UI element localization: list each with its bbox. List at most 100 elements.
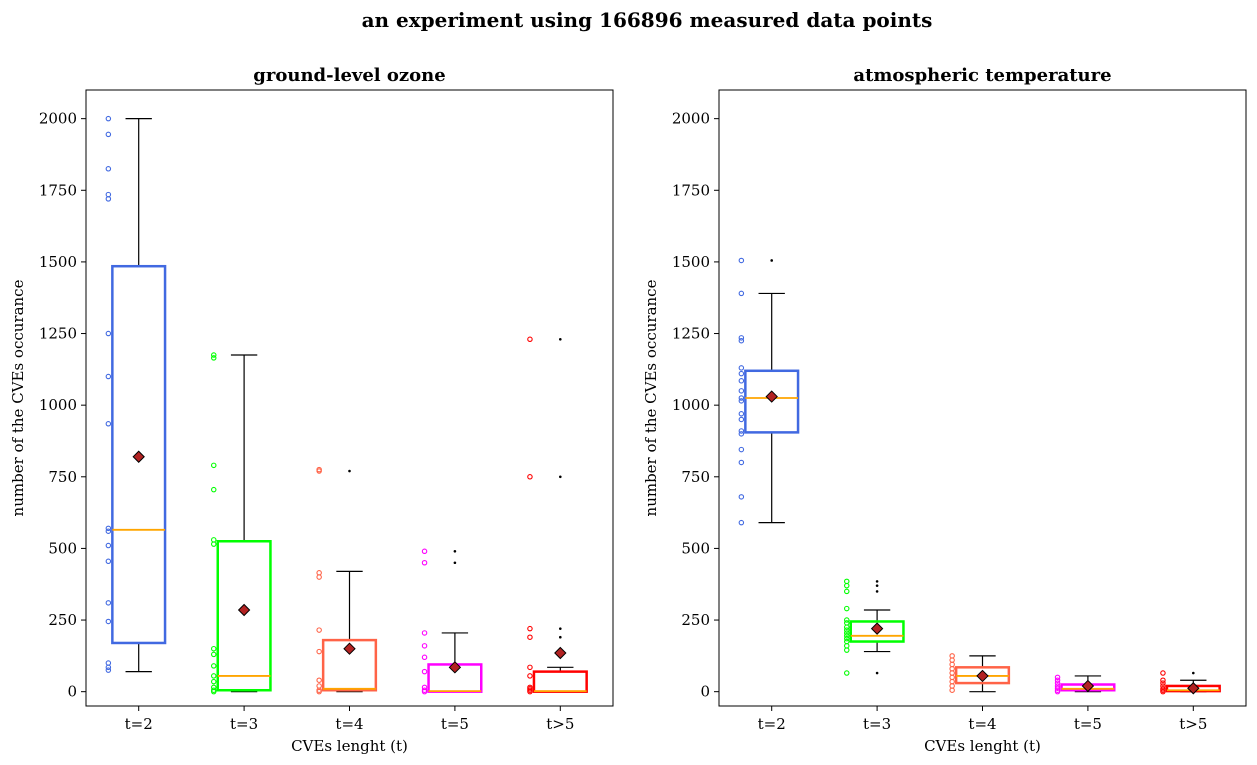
- data-point: [316, 688, 322, 695]
- data-point: [211, 651, 217, 658]
- data-point: [527, 336, 533, 343]
- data-point: [738, 428, 745, 434]
- data-point: [738, 337, 745, 344]
- x-axis-label: CVEs lenght (t): [924, 737, 1041, 755]
- panel-title: atmospheric temperature: [853, 65, 1111, 86]
- data-point: [211, 678, 217, 685]
- data-point: [316, 677, 322, 683]
- box-t=2: [744, 369, 800, 434]
- data-point: [211, 673, 217, 679]
- data-point: [421, 559, 428, 566]
- data-point: [211, 486, 217, 493]
- x-tick-label: t=2: [125, 715, 153, 733]
- outlier-point: [453, 561, 457, 565]
- y-axis-label: number of the CVEs occurance: [9, 279, 27, 516]
- data-point: [421, 643, 428, 649]
- data-point: [105, 330, 112, 337]
- data-point: [1054, 685, 1061, 691]
- data-point: [949, 678, 955, 685]
- data-point: [843, 635, 850, 642]
- data-point: [421, 688, 428, 695]
- data-point: [738, 335, 745, 341]
- mean-marker: [765, 390, 778, 403]
- box-t=3: [849, 620, 905, 643]
- data-point: [105, 664, 112, 671]
- x-tick-label: t>5: [1179, 715, 1207, 733]
- y-tick-label: 1750: [39, 181, 77, 199]
- data-point: [738, 290, 745, 297]
- data-point: [105, 115, 112, 122]
- x-tick-label: t>5: [546, 715, 574, 733]
- data-point: [843, 630, 850, 636]
- data-point: [421, 654, 428, 661]
- mean-marker: [343, 642, 356, 655]
- data-point: [949, 653, 955, 659]
- data-point: [738, 370, 745, 377]
- data-point: [843, 582, 850, 589]
- data-point: [1054, 680, 1061, 686]
- data-point: [211, 663, 217, 669]
- data-point: [105, 191, 112, 198]
- data-point: [211, 355, 217, 361]
- data-point: [211, 688, 217, 695]
- data-point: [1054, 674, 1061, 681]
- mean-marker: [1187, 682, 1200, 695]
- data-point: [843, 633, 850, 639]
- data-point: [105, 600, 112, 606]
- data-point: [421, 630, 428, 636]
- data-point: [843, 647, 850, 653]
- panel-atmospheric-temperature: atmospheric temperature 0 250 500 750 1000 125…: [642, 65, 1247, 755]
- data-point: [738, 378, 745, 384]
- y-tick-label: 0: [700, 683, 710, 701]
- outlier-point: [875, 580, 879, 583]
- mean-marker: [1081, 679, 1095, 693]
- data-point: [1054, 677, 1061, 683]
- data-point: [1054, 688, 1061, 695]
- x-tick-label: t=3: [230, 715, 258, 733]
- data-point: [105, 373, 112, 380]
- data-point: [738, 459, 745, 466]
- data-point: [738, 257, 745, 264]
- outlier-point: [559, 627, 562, 630]
- data-point: [211, 541, 217, 547]
- y-tick-label: 0: [67, 683, 77, 701]
- data-point: [843, 638, 850, 645]
- y-tick-label: 750: [48, 468, 77, 486]
- outlier-point: [348, 469, 351, 473]
- y-tick-label: 750: [681, 468, 710, 486]
- data-point: [211, 352, 217, 358]
- data-point: [1160, 677, 1166, 683]
- x-axis-label: CVEs lenght (t): [291, 737, 408, 755]
- data-point: [738, 446, 745, 453]
- data-point: [421, 548, 428, 555]
- y-tick-label: 500: [48, 539, 77, 557]
- y-axis-label: number of the CVEs occurance: [642, 279, 660, 516]
- data-point: [738, 388, 745, 394]
- outlier-point: [875, 671, 879, 675]
- y-tick-label: 1000: [39, 396, 77, 414]
- mean-marker: [448, 661, 462, 674]
- outlier-point: [559, 337, 562, 341]
- data-point: [843, 617, 850, 623]
- data-point: [316, 627, 322, 633]
- y-tick-label: 1000: [672, 396, 710, 414]
- mean-marker: [870, 622, 884, 635]
- data-point: [316, 683, 322, 689]
- panel-title: ground-level ozone: [253, 65, 445, 86]
- data-point: [527, 474, 533, 480]
- data-point: [843, 670, 850, 676]
- data-point: [421, 668, 428, 675]
- data-point: [105, 166, 112, 172]
- figure-title: an experiment using 166896 measured data…: [362, 8, 933, 32]
- data-point: [1160, 688, 1166, 695]
- outlier-point: [1192, 671, 1195, 675]
- y-tick-label: 2000: [39, 110, 77, 128]
- data-point: [105, 525, 112, 532]
- data-point: [105, 660, 112, 666]
- data-point: [843, 620, 850, 626]
- y-tick-label: 250: [48, 611, 77, 629]
- y-tick-label: 1500: [39, 253, 77, 271]
- data-point: [949, 687, 955, 693]
- data-point: [949, 657, 955, 663]
- data-point: [105, 667, 112, 673]
